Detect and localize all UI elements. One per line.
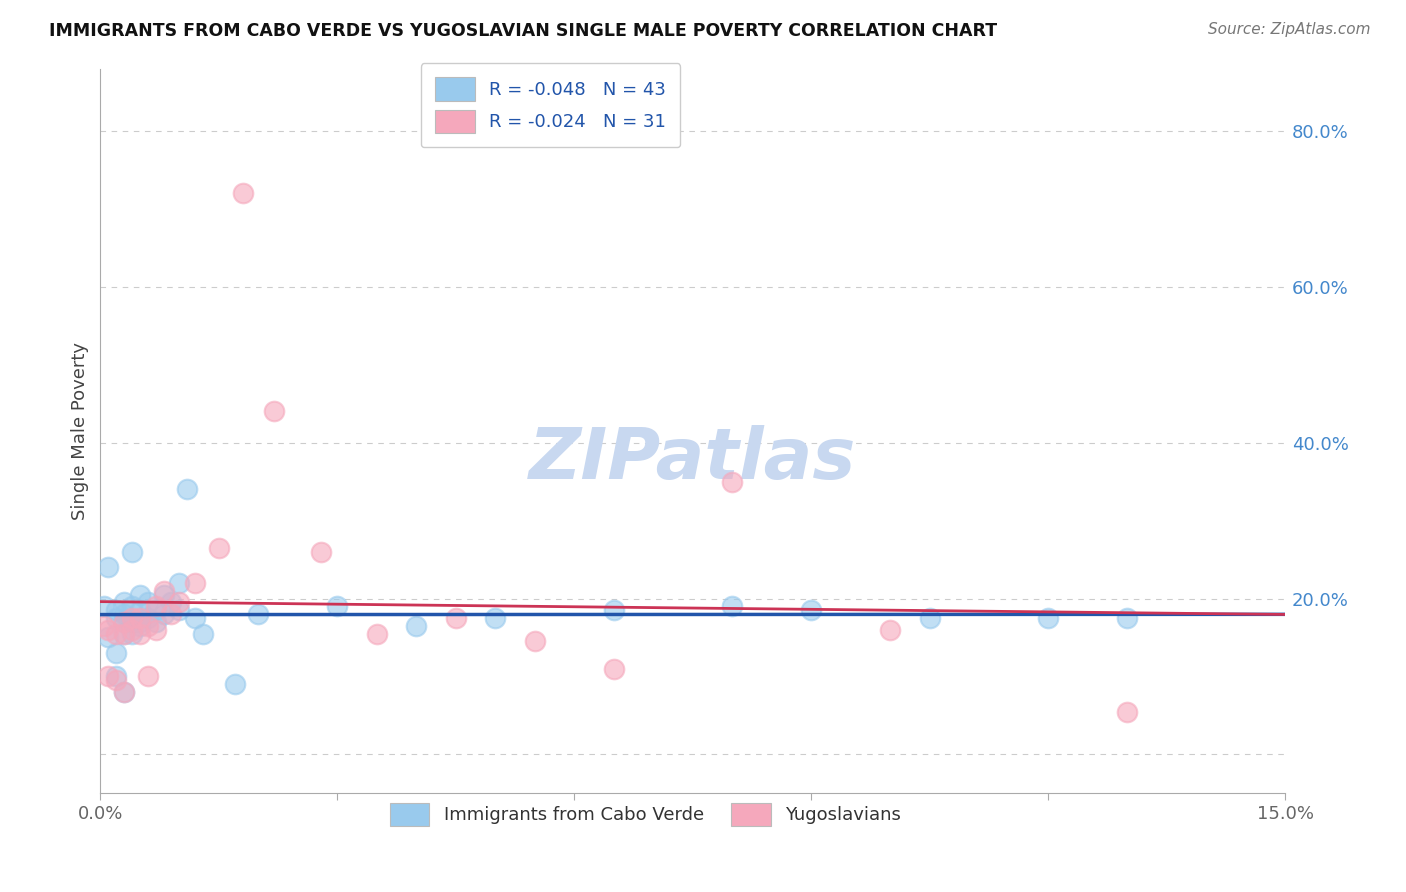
Point	[136, 669, 159, 683]
Point	[128, 615, 150, 629]
Point	[112, 626, 135, 640]
Point	[105, 669, 128, 683]
Point	[145, 615, 167, 629]
Point	[231, 186, 253, 201]
Point	[105, 673, 128, 688]
Point	[311, 545, 333, 559]
Point	[484, 611, 506, 625]
Point	[602, 662, 624, 676]
Point	[523, 634, 546, 648]
Point	[136, 611, 159, 625]
Point	[128, 619, 150, 633]
Point	[879, 623, 901, 637]
Point	[800, 603, 823, 617]
Point	[191, 626, 214, 640]
Point	[405, 619, 427, 633]
Point	[160, 607, 183, 621]
Point	[918, 611, 941, 625]
Point	[128, 611, 150, 625]
Y-axis label: Single Male Poverty: Single Male Poverty	[72, 342, 89, 520]
Point	[97, 631, 120, 645]
Point	[247, 607, 270, 621]
Point	[326, 599, 349, 614]
Point	[128, 626, 150, 640]
Point	[121, 611, 143, 625]
Point	[112, 615, 135, 629]
Point	[112, 685, 135, 699]
Point	[176, 483, 198, 497]
Point	[97, 623, 120, 637]
Point	[169, 595, 191, 609]
Point	[112, 626, 135, 640]
Point	[1116, 705, 1139, 719]
Point	[105, 646, 128, 660]
Text: Source: ZipAtlas.com: Source: ZipAtlas.com	[1208, 22, 1371, 37]
Point	[121, 545, 143, 559]
Point	[121, 626, 143, 640]
Point	[721, 599, 744, 614]
Point	[152, 583, 174, 598]
Point	[97, 669, 120, 683]
Point	[105, 611, 128, 625]
Point	[121, 615, 143, 629]
Point	[93, 619, 115, 633]
Point	[128, 588, 150, 602]
Point	[128, 603, 150, 617]
Point	[105, 603, 128, 617]
Point	[136, 595, 159, 609]
Point	[184, 575, 207, 590]
Point	[112, 615, 135, 629]
Point	[169, 603, 191, 617]
Point	[721, 475, 744, 489]
Point	[112, 685, 135, 699]
Point	[121, 599, 143, 614]
Point	[1116, 611, 1139, 625]
Point	[97, 560, 120, 574]
Point	[145, 623, 167, 637]
Point	[105, 626, 128, 640]
Point	[160, 595, 183, 609]
Point	[152, 588, 174, 602]
Point	[93, 599, 115, 614]
Point	[145, 599, 167, 614]
Point	[208, 541, 231, 555]
Point	[224, 677, 246, 691]
Point	[184, 611, 207, 625]
Point	[1036, 611, 1059, 625]
Point	[121, 623, 143, 637]
Text: ZIPatlas: ZIPatlas	[529, 425, 856, 494]
Point	[152, 607, 174, 621]
Legend: Immigrants from Cabo Verde, Yugoslavians: Immigrants from Cabo Verde, Yugoslavians	[381, 794, 910, 835]
Point	[602, 603, 624, 617]
Point	[169, 575, 191, 590]
Text: IMMIGRANTS FROM CABO VERDE VS YUGOSLAVIAN SINGLE MALE POVERTY CORRELATION CHART: IMMIGRANTS FROM CABO VERDE VS YUGOSLAVIA…	[49, 22, 997, 40]
Point	[145, 603, 167, 617]
Point	[444, 611, 467, 625]
Point	[136, 619, 159, 633]
Point	[263, 404, 285, 418]
Point	[112, 595, 135, 609]
Point	[366, 626, 388, 640]
Point	[112, 607, 135, 621]
